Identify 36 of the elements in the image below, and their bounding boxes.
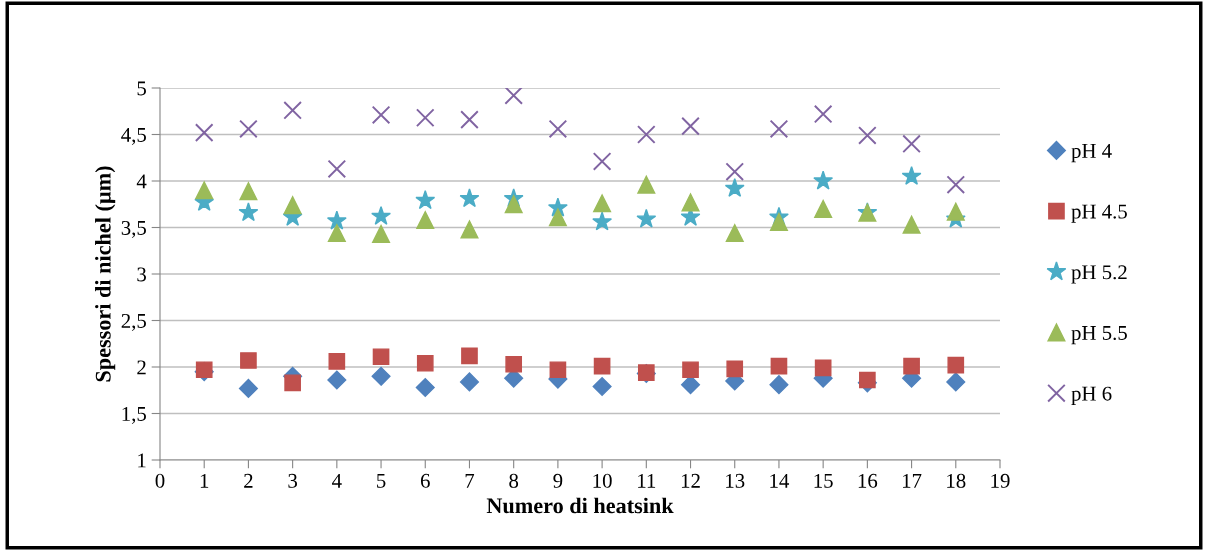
legend-label: pH 4: [1071, 143, 1112, 163]
y-tick-label: 3,5: [121, 220, 146, 238]
x-tick-label: 12: [681, 473, 700, 488]
x-tick-label: 3: [288, 473, 298, 488]
x-tick-label: 2: [244, 473, 253, 488]
legend-label: pH 4.5: [1071, 204, 1127, 223]
x-tick-label: 5: [377, 474, 386, 488]
x-tick-label: 16: [858, 473, 878, 488]
x-tick-label: 17: [902, 473, 922, 488]
x-tick-label: 0: [155, 473, 165, 488]
x-tick-label: 11: [638, 473, 656, 488]
x-tick-label: 8: [509, 473, 519, 488]
legend-label: pH 6: [1071, 386, 1112, 405]
legend-label: pH 5.5: [1071, 326, 1127, 345]
y-tick-label: 4,5: [121, 128, 146, 145]
x-tick-label: 4: [332, 473, 342, 488]
y-axis-title: Spessori di nichel (µm): [95, 166, 116, 382]
legend-label: pH 5.2: [1071, 265, 1127, 284]
x-tick-label: 9: [553, 473, 563, 488]
x-tick-label: 7: [465, 474, 475, 488]
x-tick-label: 15: [814, 473, 833, 488]
x-tick-label: 14: [770, 473, 790, 488]
y-tick-label: 2,5: [121, 313, 146, 331]
y-tick-label: 4: [136, 174, 147, 189]
x-tick-label: 13: [726, 473, 745, 488]
y-tick-label: 2: [137, 360, 146, 375]
x-tick-label: 19: [991, 473, 1010, 488]
y-tick-label: 3: [137, 267, 146, 282]
x-axis-title: Numero di heatsink: [486, 497, 674, 514]
y-tick-label: 1: [138, 453, 146, 468]
x-tick-label: 6: [420, 473, 430, 488]
x-tick-label: 10: [593, 473, 612, 488]
y-tick-label: 1,5: [122, 406, 146, 424]
x-tick-label: 1: [200, 473, 209, 488]
y-tick-label: 5: [137, 81, 146, 96]
x-tick-label: 18: [947, 473, 966, 488]
